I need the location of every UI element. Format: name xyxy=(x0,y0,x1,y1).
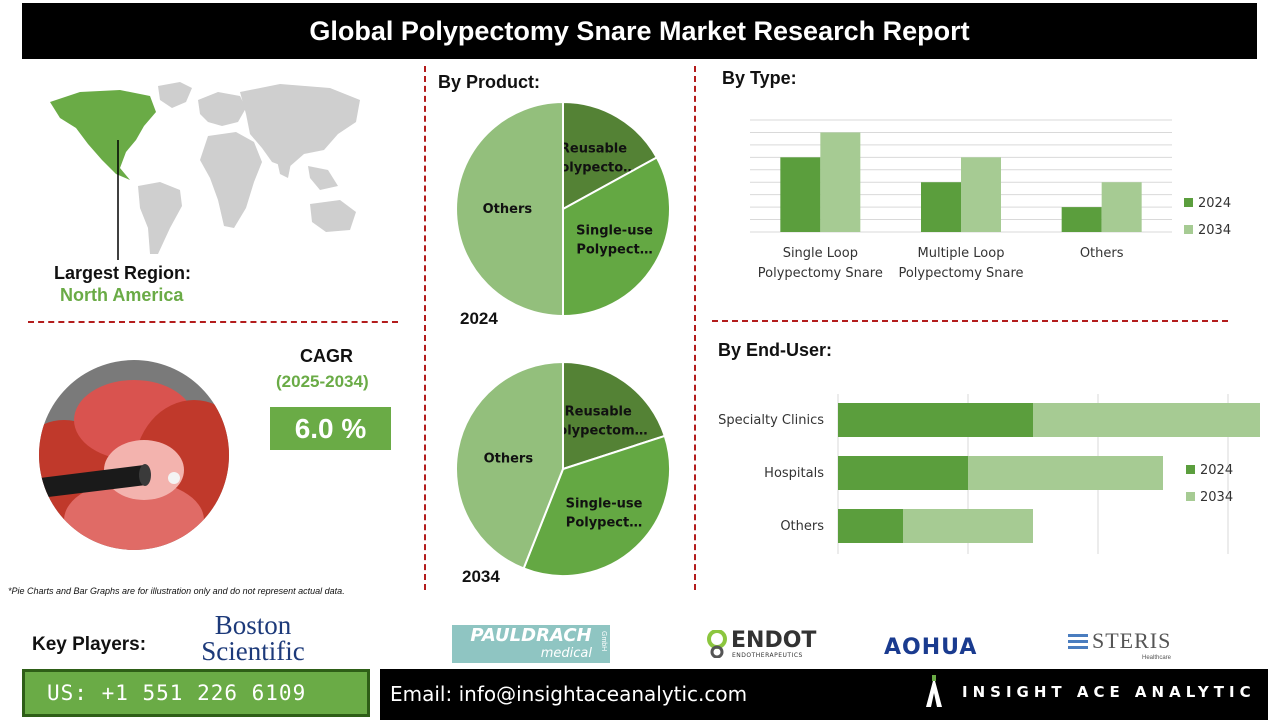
end-user-category-label-0: Specialty Clinics xyxy=(718,413,824,428)
brand-name: INSIGHT ACE ANALYTIC xyxy=(962,683,1256,701)
type-bar-2024-0 xyxy=(780,157,821,232)
end-user-category-label-1: Hospitals xyxy=(764,466,824,481)
end-user-bar-2024-0 xyxy=(838,403,1033,437)
by-type-bar-chart: Single Loop Polypectomy Snare Multiple Loo… xyxy=(750,119,1231,281)
pie-chart-2034: Reusable Polypectom… Single-use Polypect… Ot… xyxy=(455,360,671,577)
divider-left xyxy=(424,66,426,590)
steris-mark-icon xyxy=(1068,634,1088,649)
australia-shape xyxy=(310,200,356,232)
chart-disclaimer: *Pie Charts and Bar Graphs are for illus… xyxy=(8,586,345,596)
logo-steris-line1: STERIS xyxy=(1092,628,1172,653)
cagr-value-box: 6.0 % xyxy=(270,407,391,450)
end-user-bar-2034-0 xyxy=(1033,403,1260,437)
end-user-category-label-2: Others xyxy=(780,519,824,534)
logo-endot-line2: ENDOTHERAPEUTICS xyxy=(732,652,803,659)
pie-2034-slice-label-0: Reusable Polypectom… xyxy=(549,405,648,439)
type-category-label-2: Others xyxy=(1080,246,1124,261)
logo-pauldrach-gmbh: GmbH xyxy=(600,631,607,652)
pie-2034-slice-2 xyxy=(455,360,564,570)
phone-contact[interactable]: US: +1 551 226 6109 xyxy=(22,669,370,717)
pie-2024-slice-0 xyxy=(562,100,659,211)
end-user-bar-2034-2 xyxy=(903,509,1033,543)
end-user-legend-label-2024: 2024 xyxy=(1200,463,1233,478)
by-end-user-bar-chart: Specialty Clinics Hospitals Others 2024 2034 xyxy=(718,394,1260,554)
type-legend-swatch-2024 xyxy=(1184,198,1193,207)
largest-region-label: Largest Region: xyxy=(54,263,192,283)
email-contact[interactable]: Email: info@insightaceanalytic.com xyxy=(390,682,748,706)
south-america-shape xyxy=(138,182,182,254)
logo-boston-scientific: Boston Scientific xyxy=(180,610,326,666)
cagr-period: (2025-2034) xyxy=(276,372,369,391)
divider-region xyxy=(28,321,398,323)
contact-bar: Email: info@insightaceanalytic.com INSIG… xyxy=(380,669,1268,720)
type-bar-2024-1 xyxy=(921,182,961,232)
pie-2024-slice-label-2: Others xyxy=(483,202,533,217)
end-user-bar-2024-1 xyxy=(838,456,968,490)
logo-boston-line1: Boston xyxy=(214,610,292,641)
type-legend-label-2034: 2034 xyxy=(1198,223,1231,238)
polypectomy-illustration xyxy=(39,360,229,550)
end-user-bar-2034-1 xyxy=(968,456,1163,490)
world-map xyxy=(50,82,360,260)
pie-2034-slice-label-2: Others xyxy=(484,452,534,467)
divider-right xyxy=(694,66,696,590)
type-category-label-1: Multiple Loop Polypectomy Snare xyxy=(898,246,1023,281)
page-title: Global Polypectomy Snare Market Research… xyxy=(22,3,1257,59)
divider-type xyxy=(712,320,1228,322)
greenland-shape xyxy=(158,82,192,108)
pie-2034-slice-1 xyxy=(522,434,671,577)
se-asia-shape xyxy=(308,166,338,190)
endot-mark-icon xyxy=(707,630,727,658)
type-bar-2034-2 xyxy=(1101,182,1142,232)
pie-2024-year-label: 2024 xyxy=(460,309,498,328)
logo-pauldrach-line2: medical xyxy=(540,646,592,661)
end-user-bar-2024-2 xyxy=(838,509,903,543)
pie-2024-slice-label-1: Single-use Polypect… xyxy=(576,224,653,258)
cagr-label: CAGR xyxy=(300,346,353,366)
pie-2024-slice-2 xyxy=(455,100,564,318)
logo-endot: ENDOT ENDOTHERAPEUTICS xyxy=(706,628,830,662)
type-category-label-0: Single Loop Polypectomy Snare xyxy=(758,246,883,281)
logo-steris-line2: Healthcare xyxy=(1142,655,1172,661)
type-bar-2034-0 xyxy=(820,132,861,232)
type-legend-label-2024: 2024 xyxy=(1198,196,1231,211)
by-type-label: By Type: xyxy=(722,68,797,88)
india-shape xyxy=(276,156,292,178)
europe-shape xyxy=(198,92,246,126)
asia-shape xyxy=(240,84,360,168)
end-user-legend-swatch-2034 xyxy=(1186,492,1195,501)
key-players-label: Key Players: xyxy=(32,634,147,655)
logo-steris: STERIS Healthcare xyxy=(1068,628,1178,666)
end-user-legend-swatch-2024 xyxy=(1186,465,1195,474)
type-bar-2034-1 xyxy=(961,157,1001,232)
logo-endot-line1: ENDOT xyxy=(731,628,817,653)
continents-gray xyxy=(138,82,360,254)
pie-2024-slice-1 xyxy=(562,156,671,318)
by-product-label: By Product: xyxy=(438,72,541,92)
type-bar-2024-2 xyxy=(1061,207,1102,232)
end-user-legend-label-2034: 2034 xyxy=(1200,490,1233,505)
insight-ace-logo-icon xyxy=(926,675,942,707)
logo-pauldrach-line1: PAULDRACH xyxy=(470,625,592,646)
africa-shape xyxy=(200,132,262,228)
pie-2034-slice-0 xyxy=(562,360,667,471)
largest-region-value: North America xyxy=(60,285,184,305)
pie-2034-slice-label-1: Single-use Polypect… xyxy=(566,497,643,531)
logo-pauldrach: PAULDRACH medical GmbH xyxy=(452,625,610,663)
by-end-user-label: By End-User: xyxy=(718,340,833,360)
north-america-shape xyxy=(50,90,156,180)
logo-aohua: AOHUA xyxy=(884,635,978,660)
type-legend-swatch-2034 xyxy=(1184,225,1193,234)
pie-2034-year-label: 2034 xyxy=(462,567,500,586)
pie-2024-slice-label-0: Reusable Polypecto… xyxy=(551,141,636,175)
pie-chart-2024: Reusable Polypecto… Single-use Polypect… Oth… xyxy=(455,100,671,318)
logo-boston-line2: Scientific xyxy=(201,636,305,666)
